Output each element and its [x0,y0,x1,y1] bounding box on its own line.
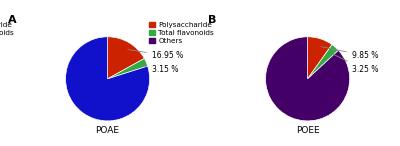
Text: 9.85 %: 9.85 % [321,47,378,60]
Text: POEE: POEE [296,126,320,135]
Legend: Polysaccharide, Total flavonoids, Others: Polysaccharide, Total flavonoids, Others [0,21,15,45]
Wedge shape [308,37,332,79]
Text: POAE: POAE [96,126,120,135]
Wedge shape [266,37,350,121]
Wedge shape [308,45,338,79]
Text: 3.25 %: 3.25 % [333,54,378,74]
Text: 16.95 %: 16.95 % [128,49,183,60]
Text: A: A [8,15,17,25]
Legend: Polysaccharide, Total flavonoids, Others: Polysaccharide, Total flavonoids, Others [148,21,215,45]
Wedge shape [108,37,144,79]
Wedge shape [66,37,150,121]
Text: 3.15 %: 3.15 % [142,65,178,74]
Wedge shape [108,58,148,79]
Text: B: B [208,15,216,25]
